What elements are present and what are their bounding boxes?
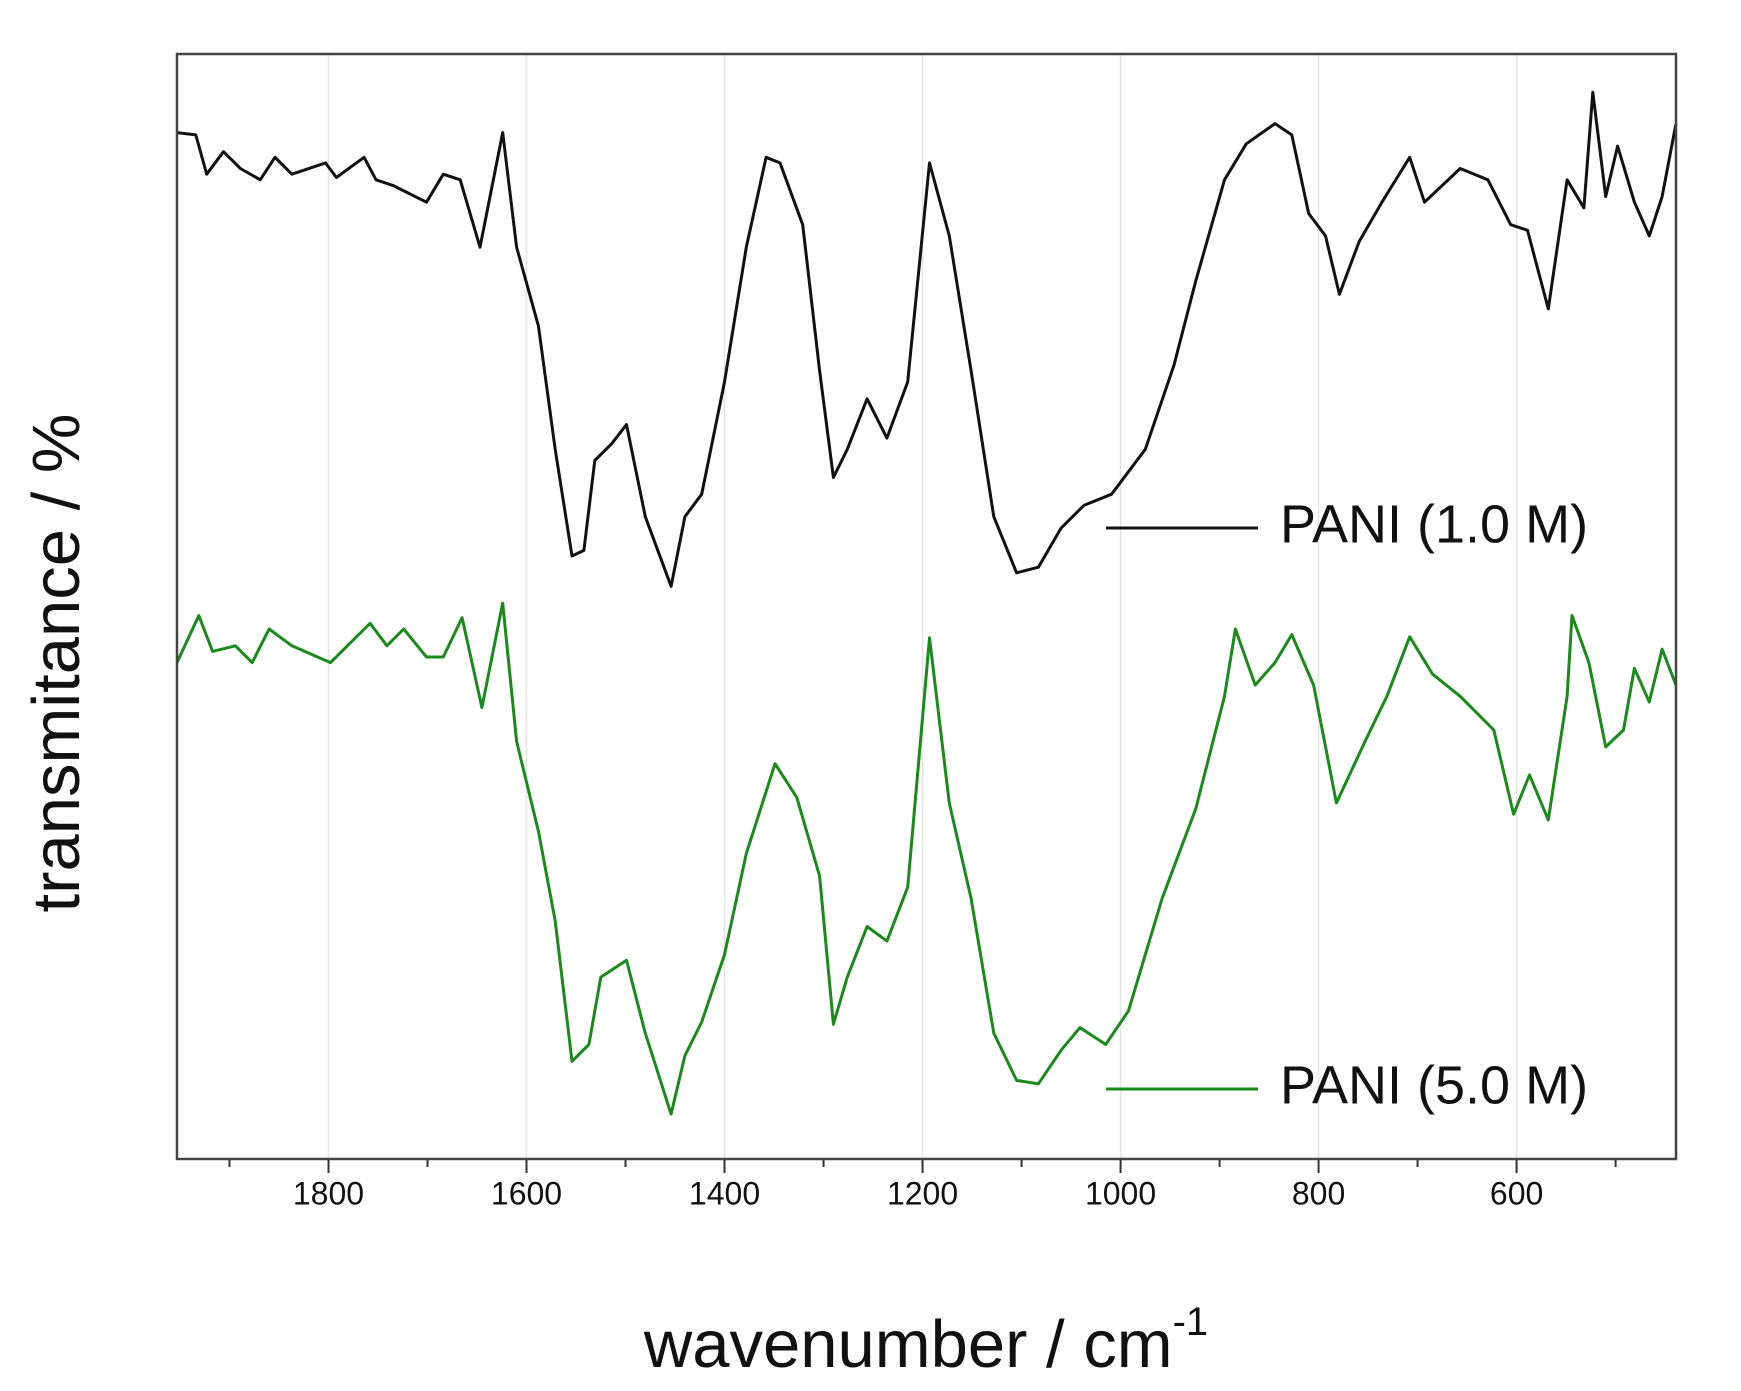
x-axis-title-sup: -1 xyxy=(1173,1300,1209,1344)
y-axis-title: transmitance / % xyxy=(19,414,94,913)
series-line xyxy=(175,601,1678,1116)
plot-frame xyxy=(175,52,1678,1161)
legend-label: PANI (5.0 M) xyxy=(1280,1055,1588,1115)
x-tick-label: 600 xyxy=(1490,1175,1543,1211)
series-line xyxy=(176,90,1678,588)
x-tick-label: 800 xyxy=(1292,1175,1345,1211)
x-tick-label: 1200 xyxy=(887,1175,958,1211)
x-tick-label: 1600 xyxy=(491,1175,562,1211)
x-tick-label: 1800 xyxy=(293,1175,364,1211)
x-axis-title: wavenumber / cm-1 xyxy=(643,1300,1208,1382)
x-axis-title-main: wavenumber / cm xyxy=(643,1307,1173,1382)
x-tick-label: 1400 xyxy=(689,1175,760,1211)
x-tick-label: 1000 xyxy=(1085,1175,1156,1211)
legend-label: PANI (1.0 M) xyxy=(1280,494,1588,554)
